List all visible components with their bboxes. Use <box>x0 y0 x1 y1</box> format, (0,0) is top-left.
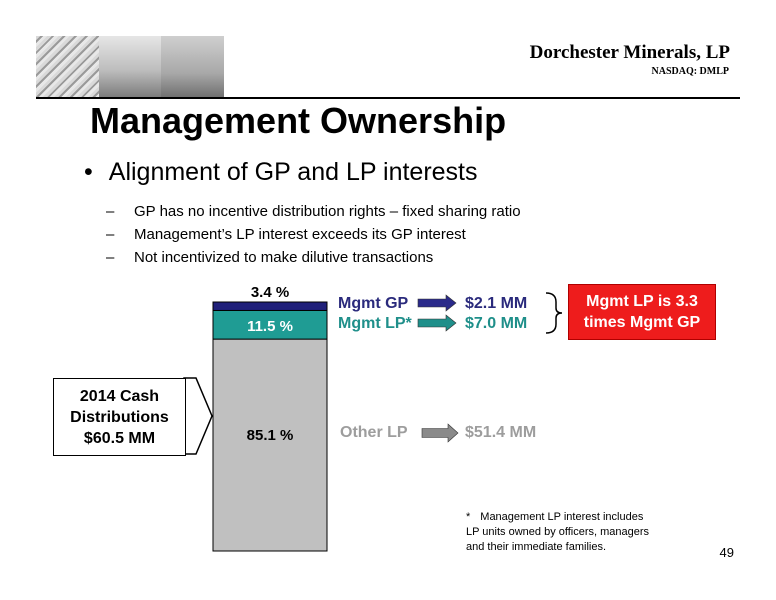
rock-texture-image <box>36 36 99 98</box>
main-bullet: • Alignment of GP and LP interests <box>84 158 478 187</box>
bullet-marker: • <box>84 158 93 186</box>
sub-bullet-item: – Not incentivized to make dilutive trans… <box>106 246 521 269</box>
bar-segment-mgmt-gp <box>212 301 328 311</box>
page-title: Management Ownership <box>90 100 507 141</box>
footnote-line: and their immediate families. <box>466 541 607 553</box>
callout-box: Mgmt LP is 3.3 times Mgmt GP <box>568 284 716 340</box>
company-name: Dorchester Minerals, LP <box>529 42 730 63</box>
footnote-line: * Management LP interest includes <box>466 510 676 525</box>
other-lp-arrow-icon <box>421 423 459 443</box>
other-lp-amount: $51.4 MM <box>465 424 537 441</box>
mgmt-gp-amount: $2.1 MM <box>465 295 528 312</box>
total-label-line: Distributions <box>70 408 169 426</box>
total-distributions-box: 2014 Cash Distributions $60.5 MM <box>53 378 186 456</box>
cash-box-pointer <box>183 377 213 455</box>
sub-bullet-text: Management’s LP interest exceeds its GP … <box>134 226 466 243</box>
sub-bullet-text: GP has no incentive distribution rights … <box>134 203 521 220</box>
header-photo-strip <box>36 36 225 98</box>
footnote: * Management LP interest includes LP unit… <box>466 510 676 555</box>
page-number: 49 <box>719 545 734 560</box>
mgmt-lp-arrow-icon <box>417 314 457 332</box>
sub-bullet-text: Not incentivized to make dilutive transa… <box>134 249 434 266</box>
sub-bullet-item: – GP has no incentive distribution rights… <box>106 200 521 223</box>
sub-bullet-list: – GP has no incentive distribution rights… <box>106 200 521 269</box>
total-label-value: $60.5 MM <box>83 429 156 447</box>
bar-segment-other-lp <box>212 338 328 552</box>
footnote-text: Management LP interest includes <box>480 511 644 523</box>
mgmt-lp-amount: $7.0 MM <box>465 315 528 332</box>
callout-line: Mgmt LP is 3.3 <box>586 293 698 310</box>
ticker-symbol: NASDAQ: DMLP <box>651 66 730 77</box>
data-label-other-lp: 85.1 % <box>247 427 294 444</box>
mgmt-lp-label: Mgmt LP* <box>338 315 412 332</box>
data-label-mgmt-lp: 11.5 % <box>247 318 293 335</box>
mgmt-gp-label: Mgmt GP <box>338 295 409 312</box>
callout-line: times Mgmt GP <box>583 314 701 331</box>
main-bullet-text: Alignment of GP and LP interests <box>108 158 478 186</box>
oil-rig-photo <box>98 36 162 98</box>
dash-marker: – <box>106 249 115 266</box>
pumpjack-photo <box>161 36 225 98</box>
mgmt-gp-arrow-icon <box>417 294 457 312</box>
right-brace <box>545 292 563 334</box>
dash-marker: – <box>106 226 115 243</box>
footnote-star: * <box>466 511 471 523</box>
data-label-mgmt-gp: 3.4 % <box>251 284 289 301</box>
footnote-line: LP units owned by officers, managers <box>466 526 650 538</box>
bar-segment-mgmt-lp <box>212 309 328 340</box>
total-label-line: 2014 Cash <box>79 387 160 405</box>
sub-bullet-item: – Management’s LP interest exceeds its GP… <box>106 223 521 246</box>
other-lp-label: Other LP <box>340 424 408 441</box>
dash-marker: – <box>106 203 115 220</box>
header-divider <box>36 97 740 99</box>
